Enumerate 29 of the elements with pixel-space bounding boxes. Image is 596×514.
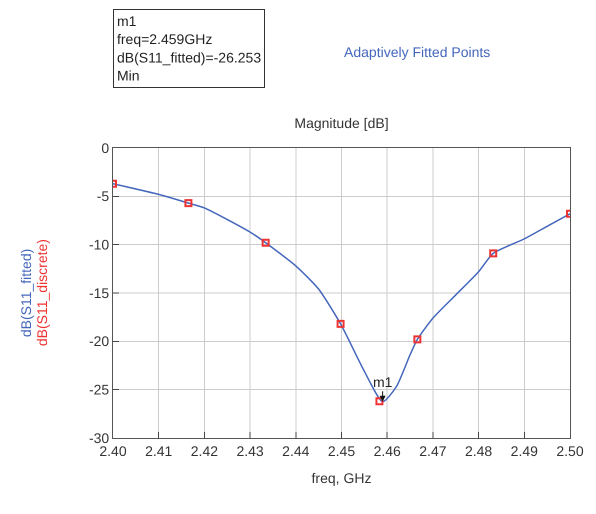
x-tick-label: 2.41 <box>145 442 173 459</box>
x-tick-label: 2.50 <box>556 442 584 459</box>
point <box>184 199 192 208</box>
x-axis-title: freq, GHz <box>312 470 372 486</box>
point <box>413 335 422 344</box>
x-tick-label: 2.47 <box>419 442 447 459</box>
x-tick-label: 2.42 <box>190 442 218 459</box>
x-tick-label: 2.48 <box>464 442 492 459</box>
text: dB(S11_fitted) <box>18 248 34 338</box>
annotation: m1 <box>373 374 393 390</box>
chart-title: Magnitude [dB] <box>294 115 389 131</box>
point <box>336 320 345 328</box>
point <box>375 397 384 406</box>
y-tick-label: 0 <box>101 140 110 156</box>
text: dB(S11_discrete) <box>34 239 50 346</box>
y-tick-label: -20 <box>88 333 110 350</box>
x-tick-label: 2.44 <box>282 442 310 459</box>
x-tick-label: 2.46 <box>374 442 402 459</box>
y-tick-label: -5 <box>96 188 110 204</box>
x-tick-label: 2.43 <box>236 442 264 459</box>
y-tick-label: -15 <box>88 284 110 301</box>
y-tick-label: -10 <box>88 236 110 253</box>
point <box>489 249 498 258</box>
x-tick-label: 2.49 <box>510 442 538 459</box>
y-tick-label: -25 <box>88 382 110 398</box>
x-tick-label: 2.45 <box>328 442 356 459</box>
text: Adaptively Fitted Points <box>344 44 490 60</box>
text: m1 freq=2.459GHz dB(S11_fitted)=-26.253 Min <box>117 13 262 84</box>
point <box>262 238 270 247</box>
